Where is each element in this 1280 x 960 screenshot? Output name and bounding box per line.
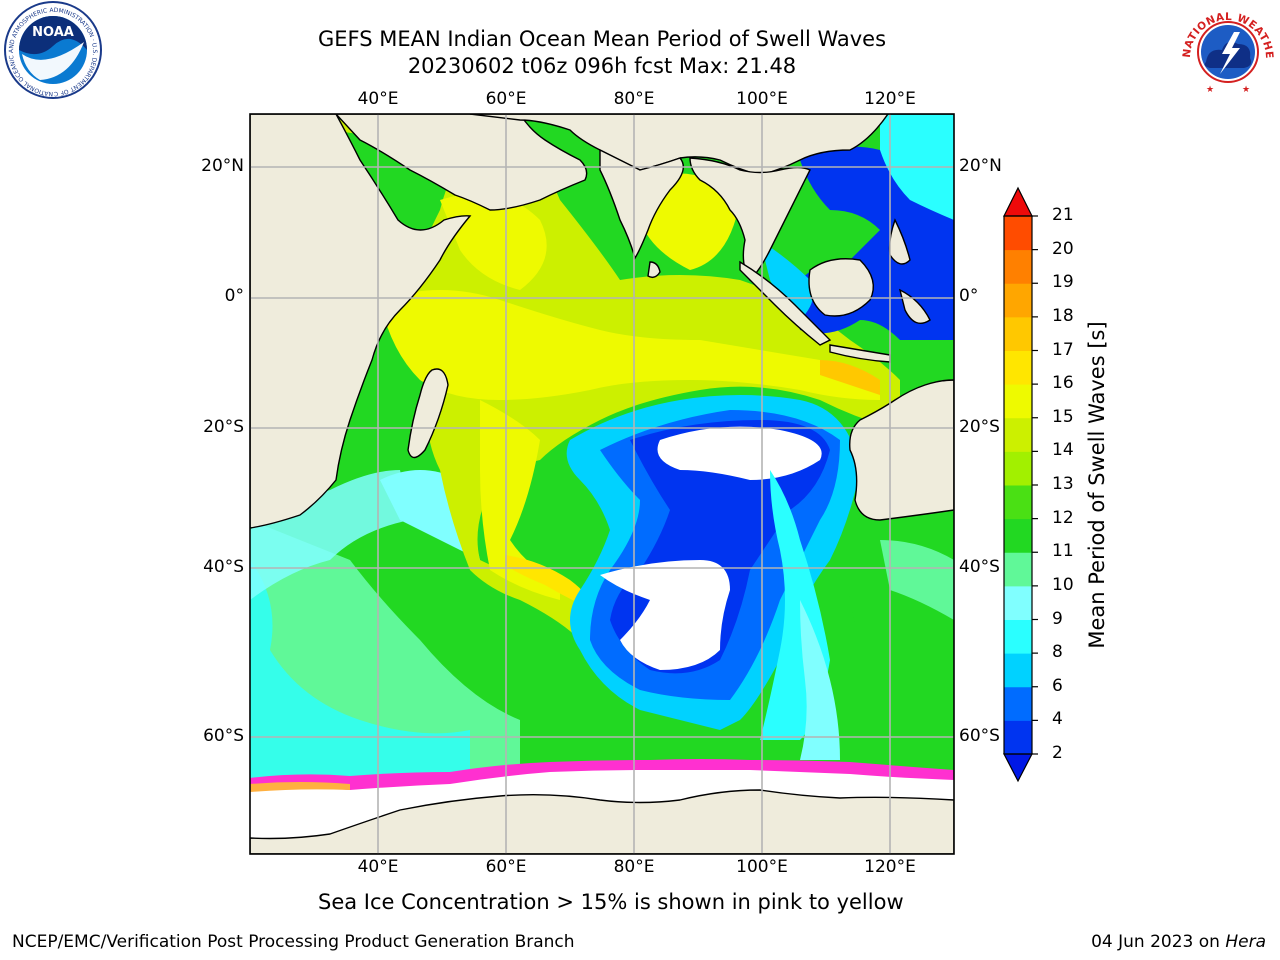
colorbar-segment	[1004, 552, 1032, 587]
lon-label-top-100e: 100°E	[736, 89, 788, 109]
lon-label-top-60e: 60°E	[485, 89, 527, 109]
colorbar-segment	[1004, 585, 1032, 620]
colorbar-over-arrow	[1003, 186, 1033, 217]
lon-label-top-80e: 80°E	[613, 89, 655, 109]
colorbar-tick-label: 14	[1052, 440, 1074, 461]
colorbar-tick-label: 13	[1052, 474, 1074, 494]
colorbar-segment	[1004, 316, 1032, 351]
colorbar-segment	[1004, 619, 1032, 654]
colorbar-under-arrow	[1003, 753, 1033, 783]
colorbar-tick-label: 9	[1052, 608, 1063, 629]
colorbar-title: Mean Period of Swell Waves [s]	[1085, 321, 1109, 649]
colorbar-tick-label: 21	[1052, 205, 1074, 225]
footer-host: Hera	[1225, 932, 1266, 952]
colorbar-segment	[1004, 485, 1032, 520]
colorbar-tick-label: 2	[1052, 743, 1063, 763]
lat-label-right-0: 0°	[959, 286, 979, 306]
lat-label-right-20s: 20°S	[959, 417, 1000, 437]
no-swell-area-north	[657, 426, 822, 480]
no-swell-area-south	[600, 560, 730, 670]
lat-label-left-40s: 40°S	[203, 557, 244, 577]
chart-subtitle: 20230602 t06z 096h fcst Max: 21.48	[407, 54, 797, 78]
colorbar-tick-label: 19	[1052, 272, 1074, 293]
footer-credit: NCEP/EMC/Verification Post Processing Pr…	[12, 932, 575, 952]
lat-label-right-40s: 40°S	[959, 557, 1000, 577]
chart-title: GEFS MEAN Indian Ocean Mean Period of Sw…	[317, 27, 887, 51]
colorbar-segment	[1004, 417, 1032, 452]
borneo-land	[808, 258, 874, 317]
colorbar-segment	[1004, 653, 1032, 688]
colorbar-tick-label: 17	[1052, 339, 1074, 360]
colorbar-segment	[1004, 384, 1032, 419]
graticule	[250, 114, 954, 854]
lat-label-left-0: 0°	[224, 286, 244, 306]
india-land	[599, 148, 684, 260]
africa-land	[250, 114, 472, 529]
colorbar-tick-label: 12	[1052, 507, 1074, 528]
arabia-land	[335, 114, 588, 211]
colorbar-tick-label: 4	[1052, 709, 1063, 730]
colorbar-segment	[1004, 686, 1032, 721]
colorbar-tick-label: 11	[1052, 541, 1074, 562]
footer-date: 04 Jun 2023 on Hera	[1091, 932, 1266, 952]
colorbar-segment	[1004, 216, 1032, 251]
lon-label-bottom-120e: 120°E	[864, 857, 916, 877]
lat-label-left-20s: 20°S	[203, 417, 244, 437]
lat-label-right-20n: 20°N	[959, 156, 1002, 176]
australia-land	[849, 379, 954, 521]
lat-label-right-60s: 60°S	[959, 726, 1000, 746]
colorbar-tick-label: 16	[1052, 373, 1074, 394]
noaa-logo-text: NOAA	[32, 25, 74, 40]
indochina-land	[689, 157, 811, 282]
colorbar-segment	[1004, 283, 1032, 318]
lon-label-bottom-100e: 100°E	[736, 857, 788, 877]
lon-label-top-120e: 120°E	[864, 89, 916, 109]
colorbar-tick-label: 8	[1052, 642, 1063, 663]
noaa-logo: NATIONAL OCEANIC AND ATMOSPHERIC ADMINIS…	[0, 0, 102, 99]
lat-label-left-20n: 20°N	[201, 156, 244, 176]
colorbar-segment	[1004, 249, 1032, 284]
antarctica-land	[250, 789, 954, 854]
svg-text:★: ★	[1206, 85, 1214, 95]
sea-ice-note: Sea Ice Concentration > 15% is shown in …	[318, 890, 904, 914]
colorbar-tick-label: 20	[1052, 238, 1074, 259]
svg-text:★: ★	[1242, 85, 1250, 95]
colorbar-segment	[1004, 451, 1032, 486]
lon-label-bottom-80e: 80°E	[613, 857, 655, 877]
nws-logo: NATIONAL WEATHER SERVICE ★ ★	[1176, 0, 1276, 100]
colorbar-tick-label: 6	[1052, 675, 1063, 696]
madagascar-land	[407, 368, 449, 459]
colorbar-segment	[1004, 720, 1032, 755]
colorbar-tick-label: 15	[1052, 406, 1074, 427]
map-frame	[249, 113, 955, 855]
lon-label-bottom-40e: 40°E	[357, 857, 399, 877]
colorbar-tick-label: 18	[1052, 305, 1074, 326]
colorbar-tick-label: 10	[1052, 574, 1074, 595]
lon-label-top-40e: 40°E	[357, 89, 399, 109]
colorbar-segment	[1004, 518, 1032, 553]
land-masses	[250, 114, 954, 854]
colorbar-segment	[1004, 350, 1032, 385]
lat-label-left-60s: 60°S	[203, 726, 244, 746]
lon-label-bottom-60e: 60°E	[485, 857, 527, 877]
footer-date-text: 04 Jun 2023 on	[1091, 932, 1220, 952]
